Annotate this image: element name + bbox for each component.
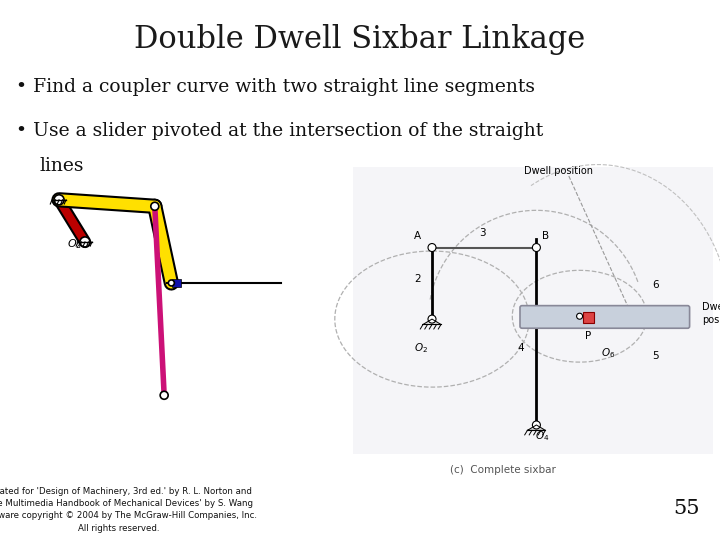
FancyBboxPatch shape xyxy=(520,306,690,328)
Circle shape xyxy=(532,244,541,252)
Bar xyxy=(172,279,181,287)
Circle shape xyxy=(80,237,90,247)
Circle shape xyxy=(532,421,541,429)
Circle shape xyxy=(428,244,436,252)
Bar xyxy=(353,167,713,454)
Polygon shape xyxy=(527,425,546,430)
Text: 6: 6 xyxy=(652,280,659,290)
Text: Created for 'Design of Machinery, 3rd ed.' by R. L. Norton and
'The Multimedia H: Created for 'Design of Machinery, 3rd ed… xyxy=(0,487,257,532)
Text: $O_4$: $O_4$ xyxy=(535,429,549,443)
Polygon shape xyxy=(423,319,441,325)
Text: A: A xyxy=(414,231,421,241)
Circle shape xyxy=(54,195,64,205)
Text: lines: lines xyxy=(40,157,84,174)
Circle shape xyxy=(168,280,174,286)
Text: 5: 5 xyxy=(652,352,659,361)
Text: 3: 3 xyxy=(479,228,486,238)
Bar xyxy=(583,312,594,323)
Text: 2: 2 xyxy=(415,274,421,284)
Text: Dwell
position: Dwell position xyxy=(702,302,720,325)
Text: P: P xyxy=(585,331,592,341)
Circle shape xyxy=(160,392,168,399)
Text: $O_2$: $O_2$ xyxy=(414,341,428,355)
Text: Double Dwell Sixbar Linkage: Double Dwell Sixbar Linkage xyxy=(135,24,585,55)
Text: • Use a slider pivoted at the intersection of the straight: • Use a slider pivoted at the intersecti… xyxy=(16,122,543,139)
Text: Dwell position: Dwell position xyxy=(523,166,593,176)
Text: $O_2$: $O_2$ xyxy=(67,237,82,251)
Circle shape xyxy=(577,313,582,319)
Text: B: B xyxy=(541,231,549,241)
Text: 55: 55 xyxy=(673,500,700,518)
Text: 4: 4 xyxy=(517,343,523,353)
Text: (c)  Complete sixbar: (c) Complete sixbar xyxy=(450,465,556,475)
Text: $O_6$: $O_6$ xyxy=(601,347,616,360)
Text: • Find a coupler curve with two straight line segments: • Find a coupler curve with two straight… xyxy=(16,78,535,96)
Circle shape xyxy=(428,315,436,323)
Circle shape xyxy=(150,202,159,210)
